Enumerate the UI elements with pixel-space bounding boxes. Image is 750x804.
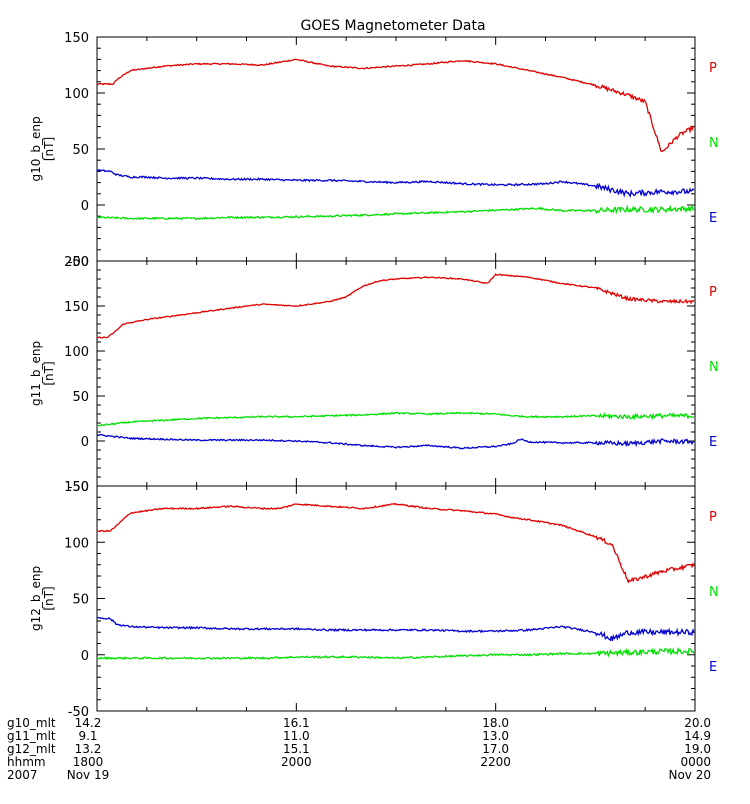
panel1-frame xyxy=(96,36,696,262)
panel3-ytick-label: 100 xyxy=(64,536,89,551)
footer-value: 13.0 xyxy=(482,729,509,743)
panel3-series-P xyxy=(96,502,695,584)
panel2-ylabel: g11_b_enp xyxy=(29,341,43,406)
footer-value: 16.1 xyxy=(283,716,310,730)
panel2-series-E xyxy=(96,433,695,450)
footer-label: g11_mlt xyxy=(7,729,56,743)
panel2-legend-N: N xyxy=(709,360,719,375)
panel3-ytick-label: -50 xyxy=(68,705,89,720)
panel2-legend-P: P xyxy=(709,285,717,300)
footer-value: 13.2 xyxy=(75,742,102,756)
panel1-legend-P: P xyxy=(709,61,717,76)
panel3-legend-P: P xyxy=(709,510,717,525)
chart-title: GOES Magnetometer Data xyxy=(300,18,485,34)
panel2-ytick-label: 100 xyxy=(64,345,89,360)
footer-value: 11.0 xyxy=(283,729,310,743)
panel3-units: [nT] xyxy=(42,586,56,610)
panel2-units: [nT] xyxy=(42,361,56,385)
panel3-ytick-label: 50 xyxy=(72,593,89,608)
panel1-units: [nT] xyxy=(42,137,56,161)
footer-value: 2000 xyxy=(281,755,312,769)
panel1-series-E xyxy=(96,168,695,198)
footer-value: 17.0 xyxy=(482,742,509,756)
footer-label: hhmm xyxy=(7,755,46,769)
footer-value: 1800 xyxy=(73,755,104,769)
panel1-ytick-label: 50 xyxy=(72,143,89,158)
panel2-ytick-label: 150 xyxy=(64,300,89,315)
footer-value: 19.0 xyxy=(684,742,711,756)
footer-label: g12_mlt xyxy=(7,742,56,756)
footer-value: 14.2 xyxy=(75,716,102,730)
panel1-series-P xyxy=(96,58,695,153)
footer-value: 0000 xyxy=(680,755,711,769)
panel3-ytick-label: 0 xyxy=(81,649,89,664)
panel2-ytick-label: 200 xyxy=(64,255,89,270)
panel1-ylabel: g10_b_enp xyxy=(29,116,43,181)
panel1-legend-E: E xyxy=(709,211,717,226)
footer-label: g10_mlt xyxy=(7,716,56,730)
footer-value: 18.0 xyxy=(482,716,509,730)
panel3-frame xyxy=(96,485,696,712)
panel3-legend-E: E xyxy=(709,660,717,675)
panel2-series-P xyxy=(96,273,695,339)
footer-value: 9.1 xyxy=(78,729,97,743)
panel3-series-N xyxy=(96,646,695,661)
footer-label: 2007 xyxy=(7,768,38,782)
panel1-legend-N: N xyxy=(709,136,719,151)
footer-value: 15.1 xyxy=(283,742,310,756)
panel1-ytick-label: 150 xyxy=(64,31,89,46)
panel1-ytick-label: -50 xyxy=(68,255,89,270)
footer-value: 2200 xyxy=(480,755,511,769)
panel3-series-E xyxy=(96,616,695,642)
panel2-ytick-label: 50 xyxy=(72,390,89,405)
footer-value: Nov 19 xyxy=(67,768,110,782)
panel2-legend-E: E xyxy=(709,435,717,450)
panel3-ylabel: g12_b_enp xyxy=(29,566,43,631)
panel1-series-N xyxy=(96,204,695,221)
panel1-ytick-label: 100 xyxy=(64,87,89,102)
panel2-series-N xyxy=(96,411,695,427)
footer-value: Nov 20 xyxy=(668,768,711,782)
footer-value: 14.9 xyxy=(684,729,711,743)
footer-value: 20.0 xyxy=(684,716,711,730)
panel3-legend-N: N xyxy=(709,585,719,600)
panel2-ytick-label: 0 xyxy=(81,435,89,450)
panel2-ytick-label: -50 xyxy=(68,480,89,495)
panel3-ytick-label: 150 xyxy=(64,480,89,495)
panel2-frame xyxy=(96,260,696,487)
panel1-ytick-label: 0 xyxy=(81,199,89,214)
